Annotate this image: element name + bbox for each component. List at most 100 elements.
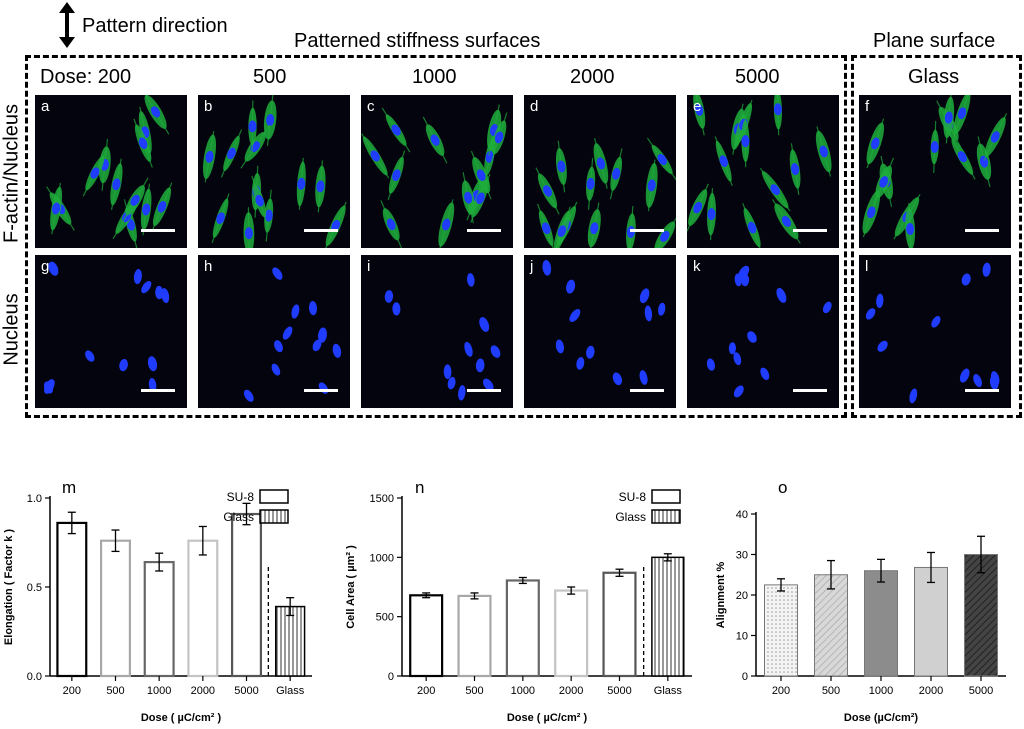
panel-letter: h <box>204 258 213 275</box>
y-axis-label: Elongation ( Factor k ) <box>3 529 15 645</box>
cell-cluster-factin <box>862 95 1008 248</box>
scale-bar <box>141 229 175 232</box>
y-tick-label: 1000 <box>370 552 394 564</box>
micrograph-panel: b <box>198 95 350 248</box>
x-tick-label: 500 <box>106 685 124 697</box>
y-tick-label: 40 <box>736 509 748 521</box>
cell-cluster-nuclei <box>243 267 342 402</box>
x-tick-label: Glass <box>654 685 683 697</box>
bar <box>409 594 444 678</box>
micrograph-panel: d <box>524 95 676 248</box>
panel-letter: k <box>693 258 701 275</box>
cell-cluster-nuclei <box>542 259 666 386</box>
bar <box>457 594 492 678</box>
micrograph-panel: j <box>524 255 676 408</box>
bar <box>814 574 848 677</box>
y-tick-label: 500 <box>376 612 394 624</box>
bar <box>651 556 685 677</box>
cell-cluster-factin <box>687 95 832 248</box>
group-title-patterned: Patterned stiffness surfaces <box>294 30 541 52</box>
scale-bar <box>965 389 999 392</box>
cell-cluster-nuclei <box>43 261 170 394</box>
pattern-direction-icon <box>58 2 76 48</box>
bar <box>864 570 898 677</box>
x-tick-label: 200 <box>772 685 790 697</box>
bar <box>187 539 219 678</box>
row-label-factin: F-actin/Nucleus <box>0 104 23 243</box>
x-tick-label: 1000 <box>147 685 171 697</box>
scale-bar <box>467 389 501 392</box>
bar <box>914 566 948 677</box>
micrograph-panel: l <box>859 255 1011 408</box>
alignment-chart: 0 10 20 30 40 200 500 1000 2000 5000 Dose (µC/cm²)… <box>715 509 1006 724</box>
x-tick-label: 500 <box>465 685 483 697</box>
y-tick-label: 0 <box>388 671 394 683</box>
panel-letter: i <box>367 258 371 275</box>
legend-label: SU-8 <box>227 490 255 504</box>
x-tick-label: 2000 <box>559 685 583 697</box>
micrograph-panel: i <box>361 255 513 408</box>
scale-bar <box>793 229 827 232</box>
x-tick-label: 1000 <box>511 685 535 697</box>
cell-cluster-nuclei <box>706 265 832 398</box>
legend-swatch <box>259 509 289 524</box>
panel-letter: b <box>204 98 213 115</box>
cell-cluster-factin <box>535 137 676 248</box>
scale-bar <box>141 389 175 392</box>
x-tick-label: 2000 <box>191 685 215 697</box>
micrograph-panel: c <box>361 95 513 248</box>
column-label: 5000 <box>735 66 780 88</box>
panel-letter: a <box>41 98 50 115</box>
bar <box>505 579 540 678</box>
panel-letter: j <box>530 258 534 275</box>
bar <box>143 560 175 678</box>
legend-swatch <box>651 509 681 524</box>
micrograph-panel: g <box>35 255 187 408</box>
x-axis-label: Dose (µC/cm²) <box>844 712 919 724</box>
x-tick-label: Glass <box>276 685 305 697</box>
column-label: 2000 <box>570 66 615 88</box>
chart-letter-o: o <box>778 478 788 497</box>
scale-bar <box>630 389 664 392</box>
scale-bar <box>965 229 999 232</box>
row-label-nucleus: Nucleus <box>0 293 23 366</box>
bar <box>275 605 306 677</box>
bar <box>554 589 589 678</box>
legend-swatch <box>651 489 681 504</box>
y-tick-label: 1.0 <box>27 493 42 505</box>
cell-cluster-factin <box>202 95 347 248</box>
panel-letter: l <box>865 258 869 275</box>
panel-letter: d <box>530 98 539 115</box>
x-axis-label: Dose ( µC/cm² ) <box>507 712 588 724</box>
bar <box>602 571 637 678</box>
chart-letter-n: n <box>415 478 425 497</box>
micrograph-panel: e <box>687 95 839 248</box>
y-tick-label: 20 <box>736 590 748 602</box>
scale-bar <box>793 389 827 392</box>
panel-letter: g <box>41 258 50 275</box>
x-tick-label: 5000 <box>607 685 631 697</box>
cell-cluster-factin <box>46 95 173 248</box>
x-tick-label: 5000 <box>969 685 993 697</box>
micrograph-panel: h <box>198 255 350 408</box>
legend-label: Glass <box>615 510 646 524</box>
scale-bar <box>630 229 664 232</box>
x-tick-label: 1000 <box>869 685 893 697</box>
cell-area-chart: 0 500 1000 1500 200 500 1000 2000 5000 Glass Dose … <box>345 489 692 724</box>
panel-letter: e <box>693 98 702 115</box>
legend-swatch <box>259 489 289 504</box>
cell-cluster-factin <box>361 104 508 248</box>
column-label: Dose: 200 <box>40 66 132 88</box>
micrograph-panel: a <box>35 95 187 248</box>
pattern-direction-label: Pattern direction <box>82 15 228 37</box>
panel-letter: f <box>865 98 870 115</box>
y-tick-label: 0 <box>742 671 748 683</box>
bar <box>230 512 263 678</box>
bar <box>99 539 132 678</box>
y-tick-label: 10 <box>736 631 748 643</box>
legend-label: Glass <box>223 510 254 524</box>
x-tick-label: 5000 <box>234 685 258 697</box>
y-tick-label: 30 <box>736 550 748 562</box>
chart-letter-m: m <box>62 478 77 497</box>
column-label: 1000 <box>412 66 457 88</box>
